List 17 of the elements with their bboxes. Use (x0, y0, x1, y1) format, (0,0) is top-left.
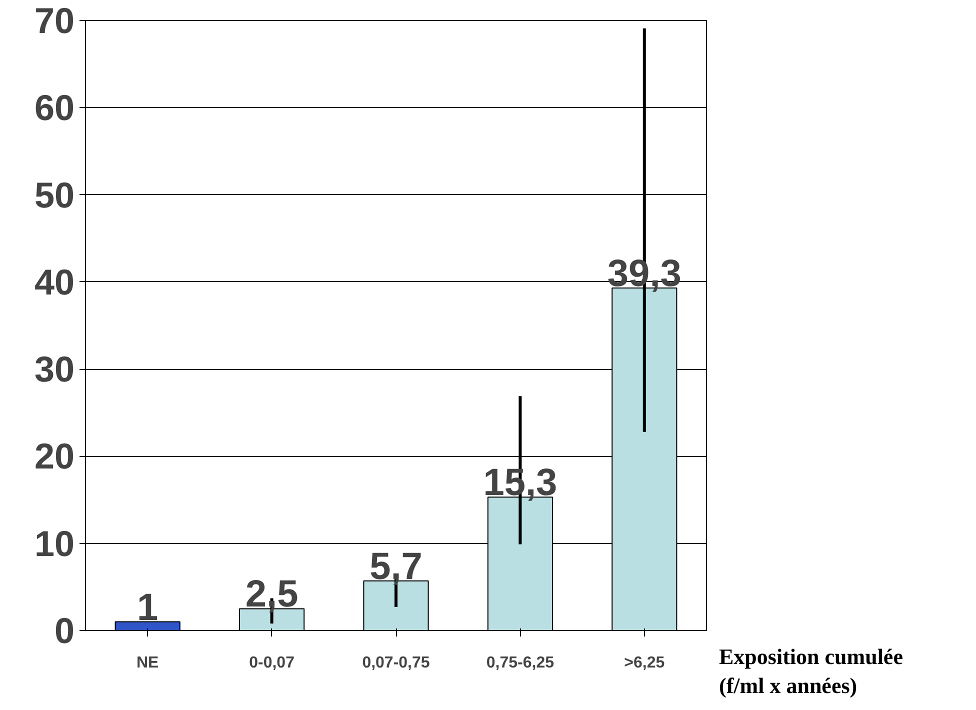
y-tick-label: 50 (34, 174, 75, 216)
x-tick-label: NE (136, 654, 160, 672)
y-tick-label: 20 (34, 436, 75, 477)
data-label: 1 (137, 586, 158, 629)
y-tick-label: 0 (54, 610, 75, 651)
x-tick-label: >6,25 (624, 654, 665, 672)
x-tick-label: 0,07-0,75 (362, 654, 430, 672)
y-tick-label: 40 (34, 261, 75, 302)
x-axis-title: Exposition cumulée (f/ml x années) (719, 643, 903, 700)
y-tick-label: 30 (34, 348, 75, 390)
x-tick-label: 0,75-6,25 (486, 654, 554, 672)
data-label: 5,7 (370, 546, 422, 588)
x-tick-label: 0-0,07 (249, 654, 295, 672)
y-tick-label: 60 (34, 87, 75, 128)
y-tick-label: 70 (34, 0, 75, 41)
data-label: 2,5 (245, 574, 298, 616)
y-tick-label: 10 (34, 522, 75, 564)
